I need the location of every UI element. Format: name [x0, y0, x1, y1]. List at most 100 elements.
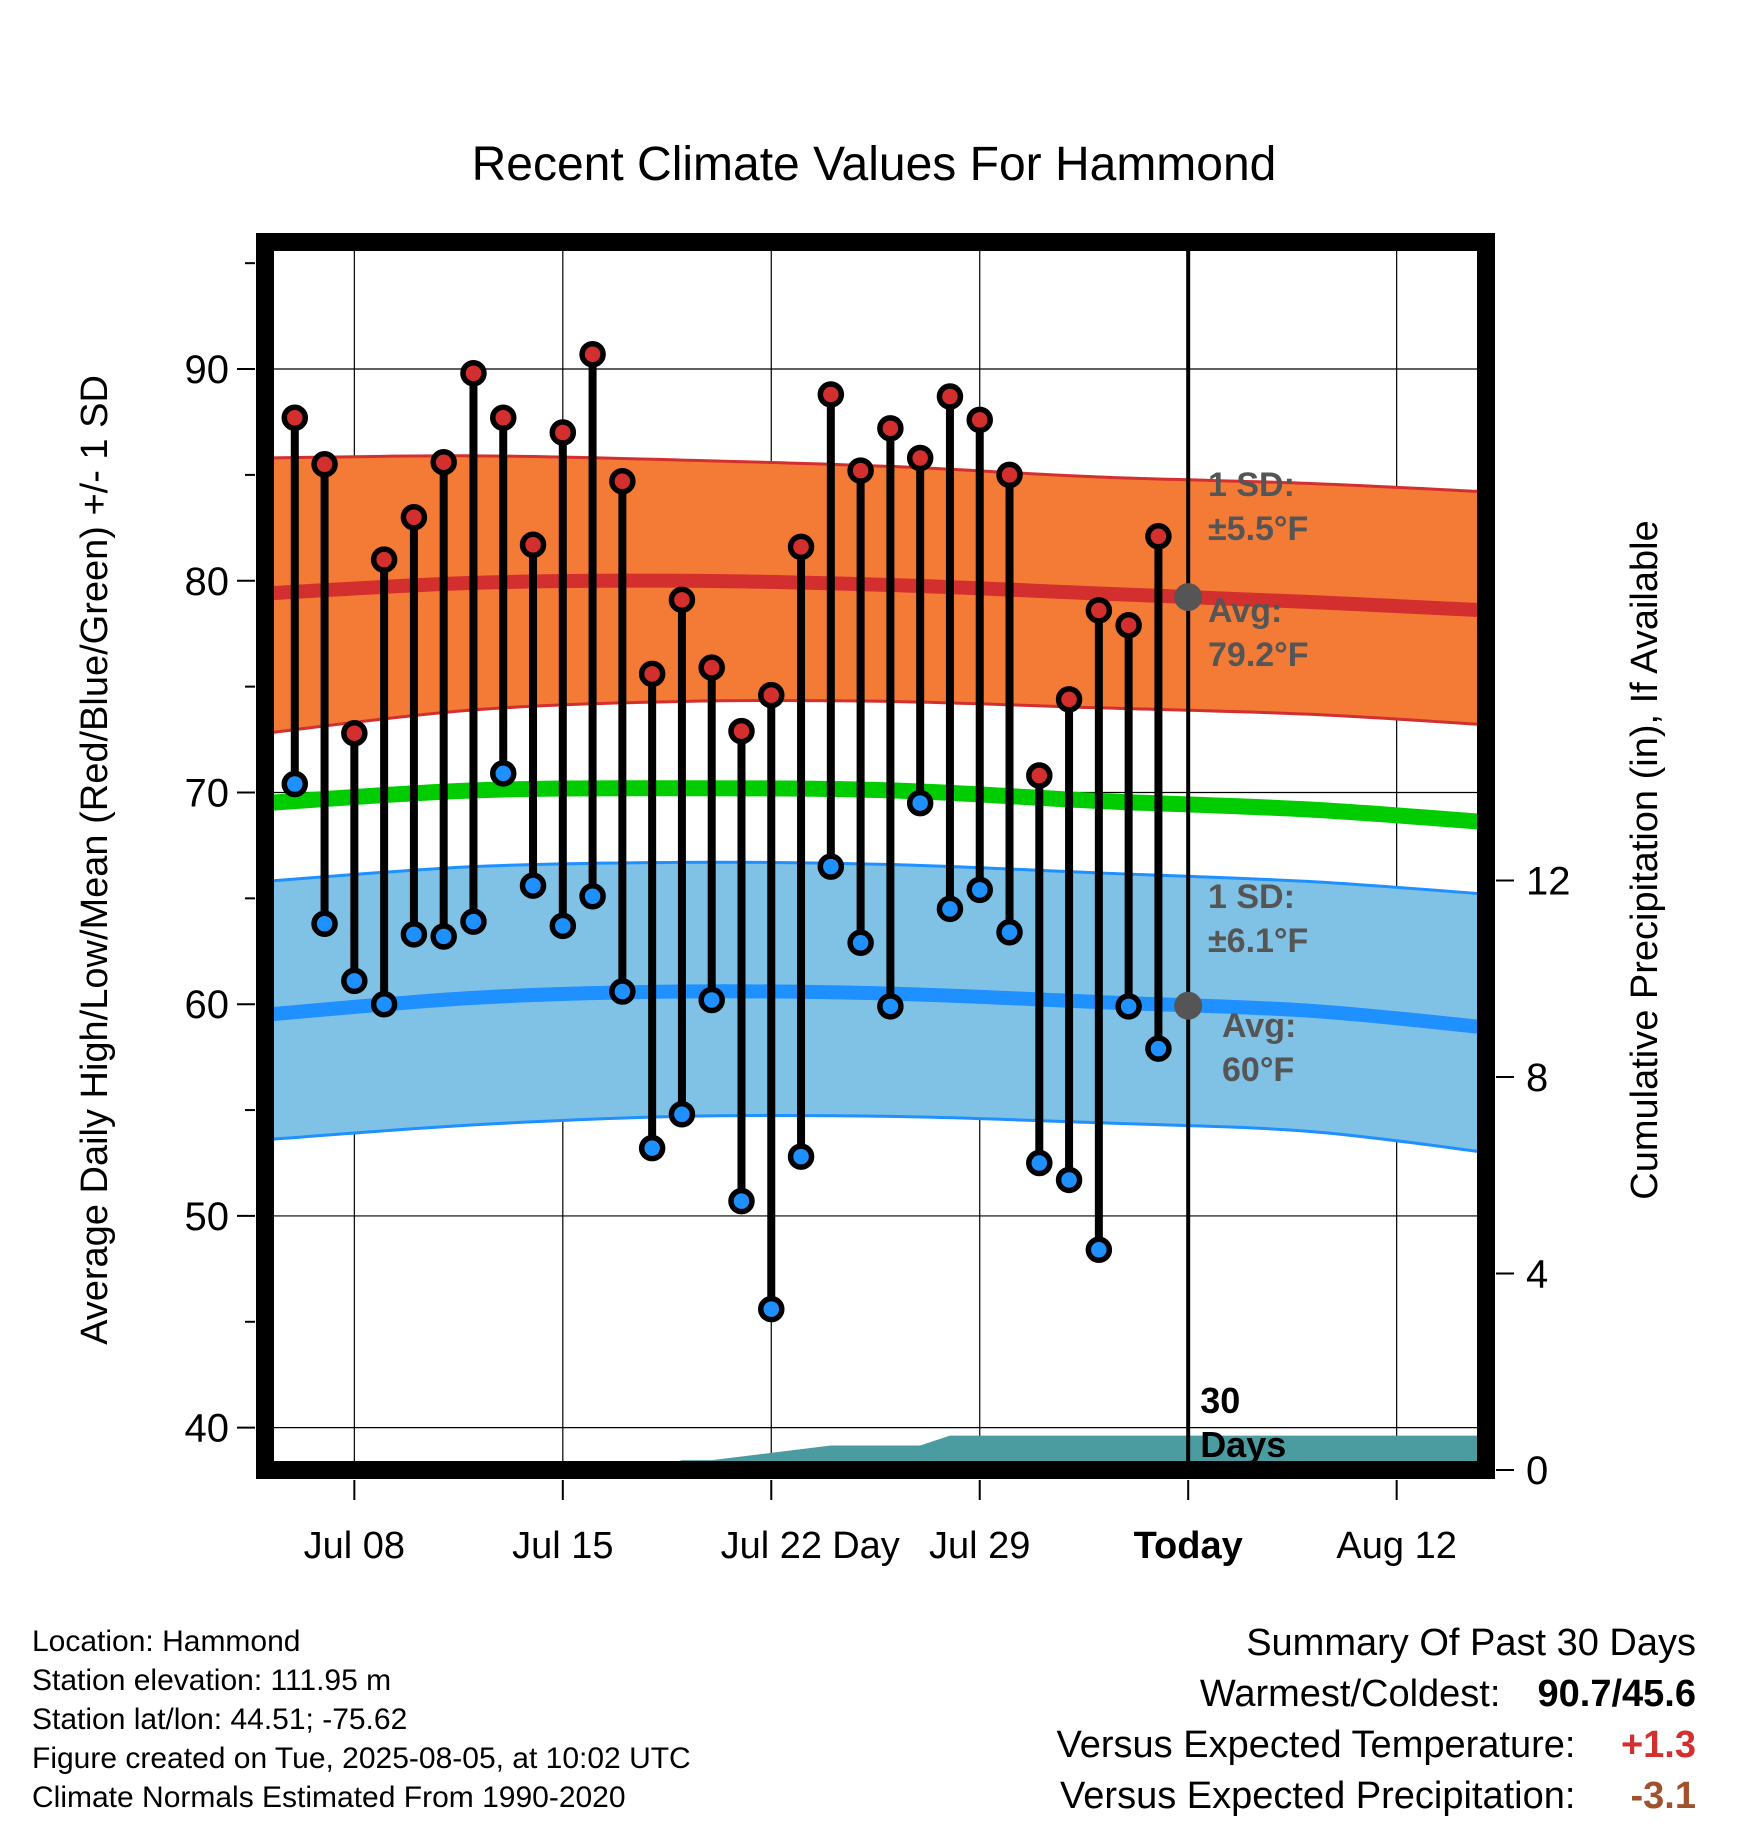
high-point: [1085, 597, 1113, 624]
low-point: [936, 895, 964, 923]
low-point: [609, 978, 636, 1005]
low-point: [1115, 993, 1142, 1020]
low-point: [400, 921, 428, 948]
high-point: [519, 531, 547, 559]
high-point: [609, 467, 636, 495]
high-point: [966, 406, 993, 434]
warmest-label: Warmest/Coldest:: [1199, 1673, 1501, 1715]
high-point: [1115, 611, 1142, 639]
high-point: [281, 404, 309, 431]
high-point: [758, 681, 785, 709]
y-tick-label: 50: [185, 1195, 230, 1239]
y-tick-label: 40: [185, 1407, 230, 1451]
y-tick-label: 70: [185, 771, 230, 815]
y-axis-label: Average Daily High/Low/Mean (Red/Blue/Gr…: [74, 375, 116, 1345]
y2-tick-label: 4: [1526, 1253, 1548, 1297]
x-tick-label: Jul 08: [304, 1525, 405, 1567]
low-sd-annotation-line-1: 1 SD:: [1208, 878, 1295, 916]
high-point: [370, 546, 398, 573]
high-sd-band: [265, 455, 1486, 734]
low-point: [341, 967, 368, 995]
normals-text: Climate Normals Estimated From 1990-2020: [32, 1781, 626, 1814]
x-tick-label: Today: [1134, 1525, 1243, 1567]
climate-chart: Recent Climate Values For Hammond 1 SD: ±…: [74, 138, 1666, 1567]
low-point: [1055, 1166, 1083, 1194]
low-point: [698, 986, 725, 1014]
low-point: [996, 918, 1023, 946]
precip-anomaly-label: Versus Expected Precipitation:: [1060, 1775, 1576, 1817]
low-point: [1085, 1236, 1113, 1264]
plot-area: [265, 242, 1486, 1470]
low-point: [638, 1134, 666, 1162]
today-high-normal-marker: [1174, 583, 1203, 612]
high-point: [341, 719, 368, 747]
elevation-text: Station elevation: 111.95 m: [32, 1664, 392, 1697]
precip-anomaly-value: -3.1: [1630, 1775, 1696, 1817]
low-point: [549, 912, 577, 940]
low-point: [489, 760, 517, 787]
high-point: [1055, 686, 1083, 713]
annotations: 1 SD: ±5.5°F Avg: 79.2°F 1 SD: ±6.1°F Avg: 60°F…: [1174, 242, 1309, 1470]
plot-frame: [256, 233, 1495, 1479]
high-point: [460, 360, 487, 387]
window-label-line-2: Days: [1200, 1424, 1286, 1465]
plot-border: [256, 233, 1495, 1479]
high-point: [489, 404, 517, 431]
low-point: [519, 872, 547, 899]
low-point: [906, 789, 934, 817]
high-sd-annotation-line-2: ±5.5°F: [1208, 510, 1308, 548]
location-text: Location: Hammond: [32, 1625, 301, 1658]
low-point: [460, 908, 487, 935]
low-point: [758, 1295, 785, 1323]
high-point: [1145, 523, 1172, 550]
high-sd-annotation-line-1: 1 SD:: [1208, 466, 1295, 504]
latlon-text: Station lat/lon: 44.51; -75.62: [32, 1703, 408, 1736]
high-point: [877, 415, 904, 442]
low-point: [579, 882, 606, 910]
plot-background: [265, 242, 1486, 1470]
y2-tick-label: 0: [1526, 1449, 1548, 1493]
high-point: [311, 451, 338, 478]
low-avg-annotation-line-2: 60°F: [1222, 1051, 1294, 1089]
y2-tick-label: 12: [1526, 860, 1571, 904]
high-point: [1026, 762, 1053, 789]
chart-title: Recent Climate Values For Hammond: [472, 138, 1277, 191]
observed-values: [281, 340, 1172, 1323]
low-point: [817, 853, 845, 880]
station-info: Location: Hammond Station elevation: 111…: [32, 1622, 691, 1817]
window-label-line-1: 30: [1200, 1380, 1240, 1421]
high-point: [698, 654, 725, 681]
axes: 40 50 60 70 80 90 0 4 8 12 Jul 08 Jul 15 Jul 22 Jul 2…: [185, 262, 1571, 1567]
created-text: Figure created on Tue, 2025-08-05, at 10…: [32, 1742, 691, 1775]
low-point: [430, 923, 457, 950]
low-point: [966, 876, 993, 904]
high-point: [728, 717, 755, 745]
high-point: [847, 457, 874, 484]
low-point: [1026, 1149, 1053, 1177]
high-point: [817, 381, 845, 408]
today-low-normal-marker: [1174, 991, 1203, 1020]
high-point: [549, 419, 577, 446]
x-tick-label: Jul 22: [721, 1525, 822, 1567]
y-tick-label: 90: [185, 348, 230, 392]
y2-axis-label: Cumulative Precipitation (in), If Availa…: [1624, 520, 1666, 1199]
x-tick-label: Jul 29: [929, 1525, 1030, 1567]
high-point: [936, 383, 964, 410]
low-sd-annotation-line-2: ±6.1°F: [1208, 922, 1308, 960]
summary-panel: Summary Of Past 30 Days Warmest/Coldest:…: [1057, 1618, 1696, 1822]
y2-tick-label: 8: [1526, 1056, 1548, 1100]
low-point: [1145, 1035, 1172, 1062]
high-point: [579, 340, 606, 368]
low-sd-band-lower-edge: [264, 1113, 1487, 1154]
low-point: [668, 1101, 696, 1128]
high-point: [906, 444, 934, 472]
high-point: [430, 448, 457, 476]
x-tick-label: Aug 12: [1336, 1525, 1456, 1567]
low-point: [311, 910, 338, 938]
x-tick-label: Jul 15: [512, 1525, 613, 1567]
high-point: [996, 461, 1023, 489]
low-point: [787, 1143, 815, 1170]
warmest-value: 90.7/45.6: [1537, 1673, 1696, 1715]
low-avg-annotation-line-1: Avg:: [1222, 1007, 1296, 1045]
high-avg-annotation-line-1: Avg:: [1208, 592, 1282, 630]
